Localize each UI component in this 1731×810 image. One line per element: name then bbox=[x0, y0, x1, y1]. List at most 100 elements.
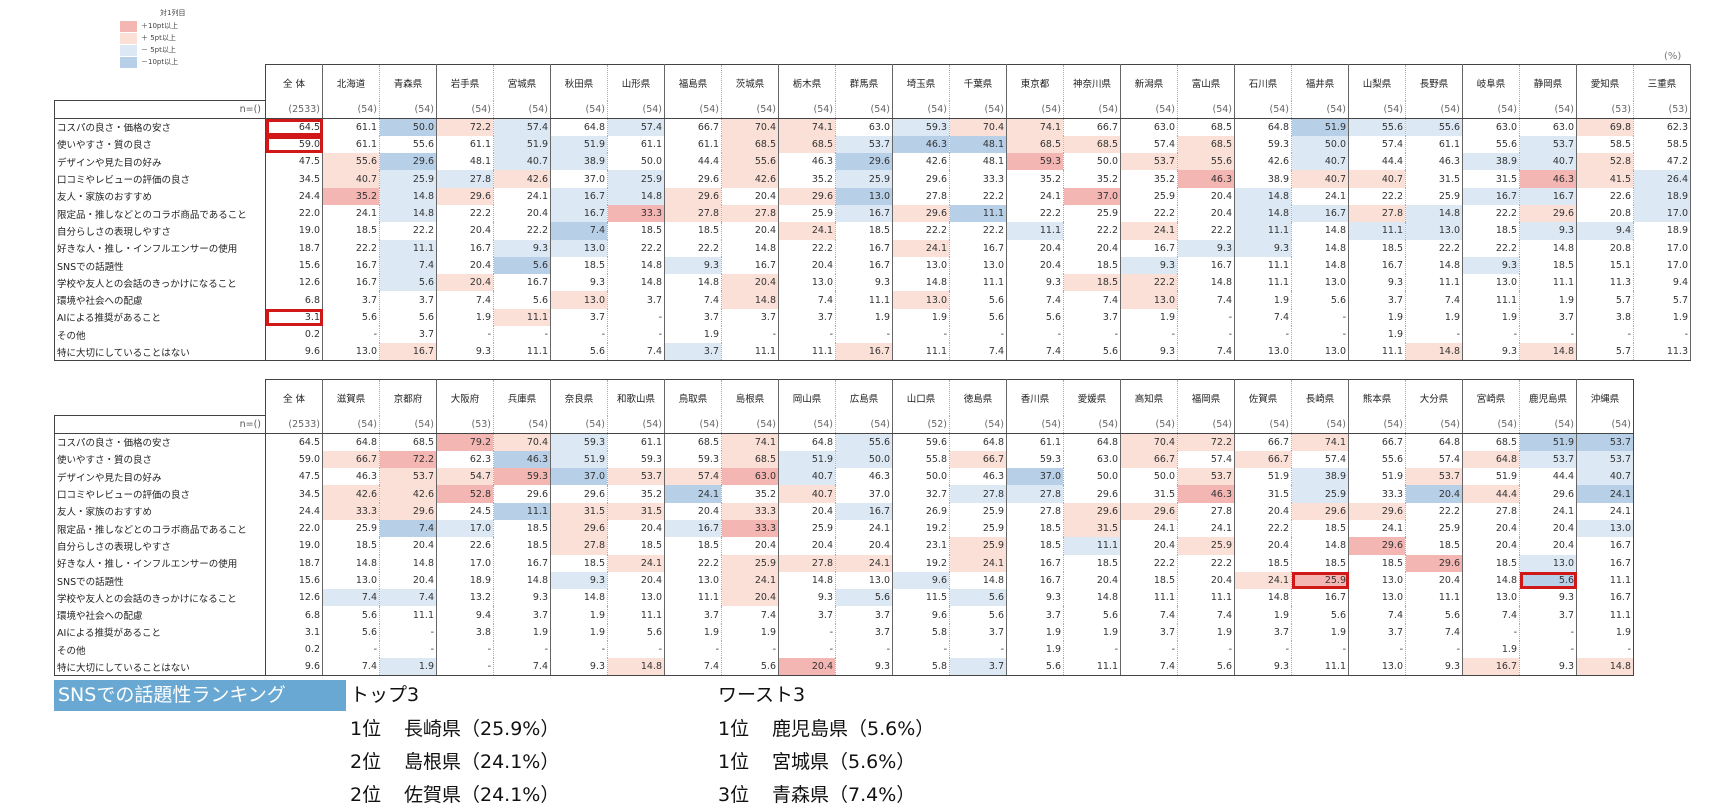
data-cell: 50.0 bbox=[1120, 468, 1178, 486]
sample-size-cell: (54) bbox=[493, 415, 551, 434]
data-cell: 6.8 bbox=[265, 606, 323, 624]
sample-size-cell: (54) bbox=[379, 415, 437, 434]
data-cell: 64.8 bbox=[550, 118, 608, 136]
data-cell: - bbox=[1576, 641, 1634, 659]
data-cell: - bbox=[1177, 326, 1235, 344]
data-cell: 24.1 bbox=[1519, 502, 1577, 520]
rank-position: 1位 bbox=[350, 718, 382, 740]
data-cell: 1.9 bbox=[1177, 623, 1235, 642]
data-cell: 27.8 bbox=[1006, 485, 1064, 503]
data-cell: 9.3 bbox=[778, 589, 836, 607]
data-cell: 79.2 bbox=[436, 433, 494, 451]
data-cell: 1.9 bbox=[1633, 308, 1691, 327]
data-cell: 25.9 bbox=[1120, 187, 1178, 205]
data-cell: 51.9 bbox=[550, 135, 608, 154]
column-header: 岐阜県 bbox=[1462, 64, 1520, 101]
data-cell: 18.5 bbox=[1120, 571, 1178, 590]
data-cell: 16.7 bbox=[1576, 554, 1634, 572]
data-cell: 20.4 bbox=[436, 256, 494, 275]
rank-text: 島根県（24.1%） bbox=[404, 751, 560, 773]
data-cell: 3.7 bbox=[1519, 308, 1577, 327]
data-cell: 16.7 bbox=[550, 204, 608, 223]
sample-size-cell: (54) bbox=[721, 415, 779, 434]
data-cell: 25.9 bbox=[949, 537, 1007, 555]
data-cell: 46.3 bbox=[1405, 153, 1463, 171]
data-cell: - bbox=[1291, 641, 1349, 659]
data-cell: 46.3 bbox=[493, 450, 551, 469]
data-cell: 16.7 bbox=[1006, 571, 1064, 590]
data-cell: 27.8 bbox=[664, 204, 722, 223]
sample-size-cell: (54) bbox=[1234, 415, 1292, 434]
data-cell: 19.2 bbox=[892, 519, 950, 538]
legend-label: － 5pt以上 bbox=[141, 46, 176, 54]
data-cell: 22.2 bbox=[1348, 187, 1406, 205]
data-cell: 9.3 bbox=[1120, 343, 1178, 362]
data-cell: - bbox=[1177, 308, 1235, 327]
data-cell: 9.6 bbox=[892, 606, 950, 624]
data-cell: 25.9 bbox=[949, 519, 1007, 538]
data-cell: - bbox=[1519, 641, 1577, 659]
data-cell: 3.7 bbox=[664, 343, 722, 362]
table-row: デザインや見た目の好み 47.5 46.3 53.7 54.7 59.3 37.0 53.7 5… bbox=[54, 468, 1634, 486]
column-header: 愛媛県 bbox=[1063, 379, 1121, 416]
data-cell: 5.6 bbox=[493, 291, 551, 309]
data-cell: 13.0 bbox=[607, 589, 665, 607]
data-cell: 20.8 bbox=[1576, 239, 1634, 257]
data-cell: 7.4 bbox=[664, 658, 722, 677]
data-cell: 22.2 bbox=[1462, 239, 1520, 257]
data-cell: 29.6 bbox=[1519, 204, 1577, 223]
data-cell: 61.1 bbox=[436, 135, 494, 154]
data-cell: 1.9 bbox=[1519, 291, 1577, 309]
data-cell: 20.4 bbox=[721, 222, 779, 240]
legend-swatch bbox=[120, 20, 137, 32]
data-cell: 15.6 bbox=[265, 571, 323, 590]
data-cell: 5.6 bbox=[949, 589, 1007, 607]
data-cell: 53.7 bbox=[1120, 153, 1178, 171]
data-cell: 11.1 bbox=[1462, 291, 1520, 309]
column-header: 埼玉県 bbox=[892, 64, 950, 101]
data-cell: 13.2 bbox=[436, 589, 494, 607]
data-cell: 27.8 bbox=[778, 554, 836, 572]
data-cell: 59.3 bbox=[1006, 450, 1064, 469]
data-cell: 46.3 bbox=[892, 135, 950, 154]
row-label: 限定品・推しなどとのコラボ商品であること bbox=[54, 204, 266, 223]
sample-size-cell: (2533) bbox=[265, 100, 323, 119]
data-cell: 44.4 bbox=[1348, 153, 1406, 171]
data-cell: 11.1 bbox=[1348, 222, 1406, 240]
column-header: 兵庫県 bbox=[493, 379, 551, 416]
data-cell: 27.8 bbox=[1177, 502, 1235, 520]
data-cell: 20.4 bbox=[1405, 571, 1463, 590]
data-cell: 5.6 bbox=[379, 308, 437, 327]
legend-item: ＋ 5pt以上 bbox=[120, 32, 185, 44]
data-cell: 24.1 bbox=[778, 222, 836, 240]
data-cell: 20.4 bbox=[664, 502, 722, 520]
sample-size-cell: (54) bbox=[1120, 100, 1178, 119]
data-cell: 9.3 bbox=[1519, 658, 1577, 677]
column-header: 福井県 bbox=[1291, 64, 1349, 101]
row-label: 好きな人・推し・インフルエンサーの使用 bbox=[54, 239, 266, 257]
data-cell: - bbox=[607, 326, 665, 344]
data-cell: 18.5 bbox=[664, 222, 722, 240]
sample-size-label: n=() bbox=[54, 100, 266, 119]
data-cell: 25.9 bbox=[721, 554, 779, 572]
table-row: 好きな人・推し・インフルエンサーの使用 18.7 22.2 11.1 16.7 9.3 13… bbox=[54, 239, 1691, 257]
data-cell: 59.3 bbox=[607, 450, 665, 469]
data-cell: 3.7 bbox=[664, 606, 722, 624]
data-cell: 27.8 bbox=[1006, 502, 1064, 520]
data-cell: 20.4 bbox=[1177, 204, 1235, 223]
data-cell: 61.1 bbox=[607, 135, 665, 154]
legend-swatch bbox=[120, 44, 137, 56]
legend-item: ＋10pt以上 bbox=[120, 20, 185, 32]
data-cell: 5.7 bbox=[1576, 343, 1634, 362]
data-cell: 14.8 bbox=[493, 571, 551, 590]
top3-heading: トップ3 bbox=[350, 684, 420, 706]
data-cell: 68.5 bbox=[1063, 135, 1121, 154]
data-cell: 18.5 bbox=[1006, 537, 1064, 555]
data-cell: 17.0 bbox=[1633, 204, 1691, 223]
data-cell: 48.1 bbox=[436, 153, 494, 171]
data-cell: 14.8 bbox=[778, 571, 836, 590]
data-cell: 55.6 bbox=[1177, 153, 1235, 171]
data-cell: - bbox=[493, 326, 551, 344]
sample-size-cell: (54) bbox=[550, 100, 608, 119]
data-cell: 18.5 bbox=[493, 519, 551, 538]
